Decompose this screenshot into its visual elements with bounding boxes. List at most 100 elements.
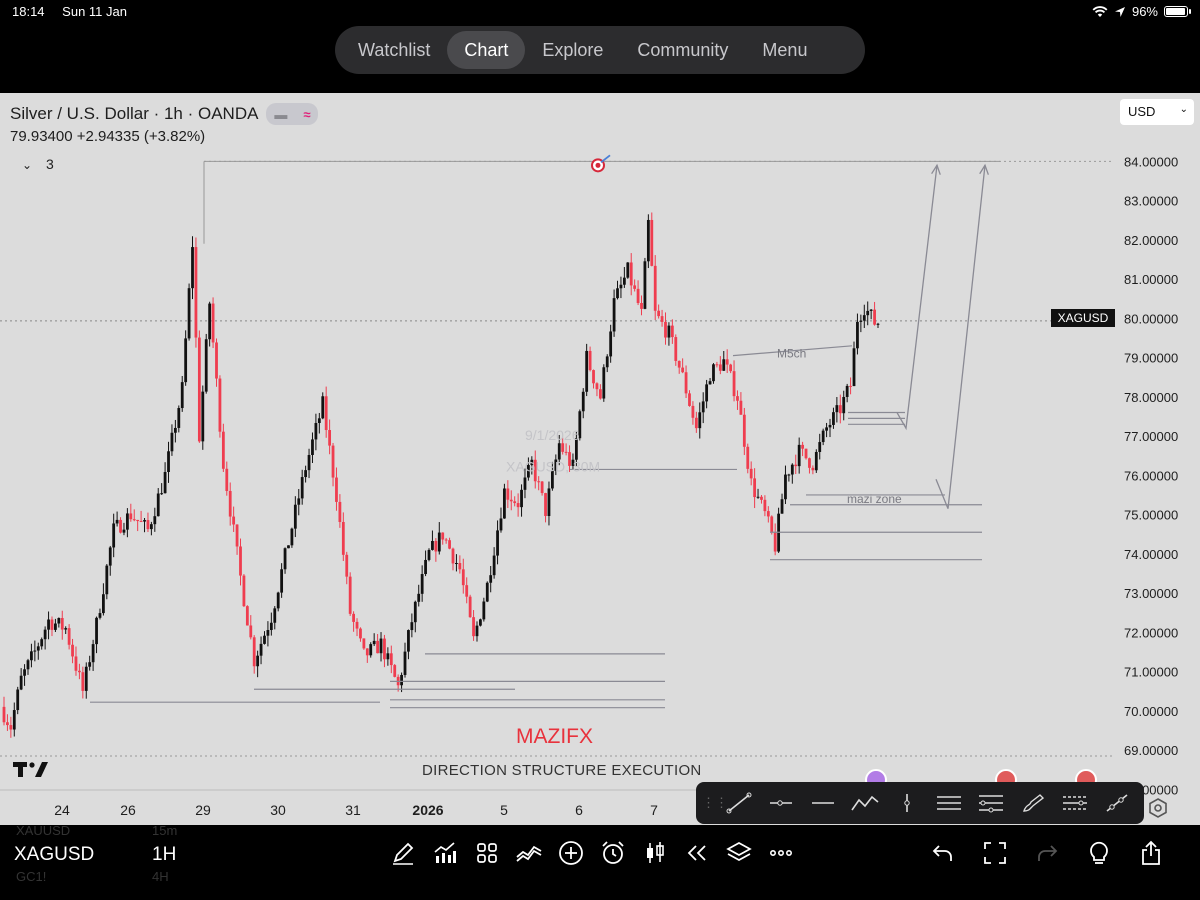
candle-body bbox=[509, 499, 513, 502]
parallel-channel-tool[interactable] bbox=[930, 787, 968, 819]
drag-handle-icon[interactable]: ⋮⋮ bbox=[702, 795, 728, 810]
add-button[interactable] bbox=[556, 838, 586, 868]
share-button[interactable] bbox=[1136, 838, 1166, 868]
candle-body bbox=[742, 414, 746, 447]
replay-button[interactable] bbox=[682, 838, 712, 868]
fib-retracement-tool[interactable] bbox=[972, 787, 1010, 819]
indicator-pill[interactable]: ▬ ≈ bbox=[266, 103, 319, 125]
candle-body bbox=[790, 464, 794, 475]
candle-body bbox=[653, 265, 657, 311]
horizontal-line-icon bbox=[812, 802, 834, 804]
candle-body bbox=[379, 638, 383, 654]
x-tick-label: 31 bbox=[345, 802, 361, 818]
candle-body bbox=[232, 516, 236, 525]
candle-body bbox=[612, 298, 616, 332]
candle-body bbox=[434, 540, 438, 552]
candle-body bbox=[156, 493, 160, 517]
y-tick-label: 77.00000 bbox=[1124, 429, 1178, 444]
candle-body bbox=[16, 689, 20, 711]
x-tick-label: 30 bbox=[270, 802, 286, 818]
fullscreen-button[interactable] bbox=[980, 838, 1010, 868]
candle-body bbox=[616, 288, 619, 299]
tab-explore[interactable]: Explore bbox=[542, 40, 604, 60]
layers-button[interactable] bbox=[724, 838, 754, 868]
candle-body bbox=[876, 323, 880, 325]
candle-body bbox=[715, 364, 719, 366]
horizontal-ray-tool[interactable] bbox=[762, 787, 800, 819]
candle-body bbox=[307, 454, 311, 471]
polyline-icon bbox=[851, 795, 879, 811]
fullscreen-icon bbox=[984, 842, 1006, 864]
candle-body bbox=[856, 321, 859, 349]
fib-channel-tool[interactable] bbox=[1056, 787, 1094, 819]
indicators-button[interactable] bbox=[430, 838, 460, 868]
candle-body bbox=[458, 563, 462, 570]
tab-watchlist[interactable]: Watchlist bbox=[358, 40, 431, 60]
object-tree-icon[interactable] bbox=[1148, 798, 1168, 818]
horizontal-ray-icon bbox=[770, 800, 792, 806]
rewind-icon bbox=[687, 845, 706, 861]
compare-button[interactable] bbox=[514, 838, 544, 868]
candle-body bbox=[180, 382, 184, 409]
indicators-collapse[interactable]: ⌄ 3 bbox=[22, 156, 54, 172]
brush-tool[interactable] bbox=[1014, 787, 1052, 819]
candle-body bbox=[516, 503, 520, 508]
candle-body bbox=[540, 481, 544, 494]
candle-body bbox=[84, 666, 88, 691]
x-tick-label: 24 bbox=[54, 802, 70, 818]
tab-menu[interactable]: Menu bbox=[762, 40, 808, 60]
ghost-symbol-label: XAGUSD, 30M bbox=[506, 458, 600, 474]
price-chart[interactable]: 84.00000 83.00000 82.00000 81.00000 80.00000… bbox=[0, 93, 1200, 825]
status-date: Sun 11 Jan bbox=[62, 4, 127, 19]
candle-body bbox=[249, 625, 253, 638]
symbol-selector[interactable]: XAGUSD bbox=[14, 844, 95, 865]
y-tick-label: 70.00000 bbox=[1124, 704, 1178, 719]
candle-body bbox=[149, 524, 153, 530]
trend-line-tool[interactable] bbox=[720, 787, 758, 819]
candle-body bbox=[311, 439, 314, 455]
symbol-title: Silver / U.S. Dollar · 1h · OANDA bbox=[10, 104, 259, 123]
candle-body bbox=[479, 619, 482, 626]
candle-body bbox=[125, 513, 129, 530]
projection-arrow-head bbox=[931, 163, 941, 175]
candle-body bbox=[598, 389, 602, 399]
alert-button[interactable] bbox=[598, 838, 628, 868]
chart-type-button[interactable] bbox=[640, 838, 670, 868]
flat-line-icon: ▬ bbox=[274, 106, 288, 122]
candle-body bbox=[554, 459, 558, 471]
candle-body bbox=[869, 309, 873, 311]
draw-button[interactable] bbox=[388, 838, 418, 868]
candle-body bbox=[444, 539, 448, 541]
more-button[interactable] bbox=[766, 838, 796, 868]
interval-selector[interactable]: 1H bbox=[152, 844, 177, 865]
undo-button[interactable] bbox=[928, 838, 958, 868]
vertical-line-tool[interactable] bbox=[888, 787, 926, 819]
currency-select[interactable]: USD ⌄ bbox=[1120, 99, 1194, 125]
candle-body bbox=[71, 644, 74, 657]
y-tick-label: 78.00000 bbox=[1124, 390, 1178, 405]
candle-body bbox=[345, 554, 349, 577]
projection-arrow bbox=[935, 165, 986, 509]
currency-value: USD bbox=[1128, 104, 1156, 119]
location-icon bbox=[1114, 6, 1125, 17]
layouts-button[interactable] bbox=[472, 838, 502, 868]
candle-body bbox=[239, 546, 242, 576]
redo-button[interactable] bbox=[1032, 838, 1062, 868]
candle-body bbox=[677, 360, 681, 368]
candle-body bbox=[640, 302, 643, 309]
horizontal-line-tool[interactable] bbox=[804, 787, 842, 819]
ideas-button[interactable] bbox=[1084, 838, 1114, 868]
candle-body bbox=[324, 396, 328, 431]
candle-body bbox=[40, 639, 44, 647]
candle-body bbox=[280, 569, 284, 593]
candle-body bbox=[794, 464, 798, 467]
candle-body bbox=[122, 529, 126, 533]
chart-area[interactable]: 84.00000 83.00000 82.00000 81.00000 80.00000… bbox=[0, 93, 1200, 825]
ray-tool[interactable] bbox=[1098, 787, 1136, 819]
tab-community[interactable]: Community bbox=[637, 40, 729, 60]
candle-body bbox=[544, 493, 547, 517]
lightbulb-icon bbox=[1090, 841, 1108, 864]
tab-chart[interactable]: Chart bbox=[447, 31, 526, 69]
candle-body bbox=[67, 628, 71, 645]
path-tool[interactable] bbox=[846, 787, 884, 819]
